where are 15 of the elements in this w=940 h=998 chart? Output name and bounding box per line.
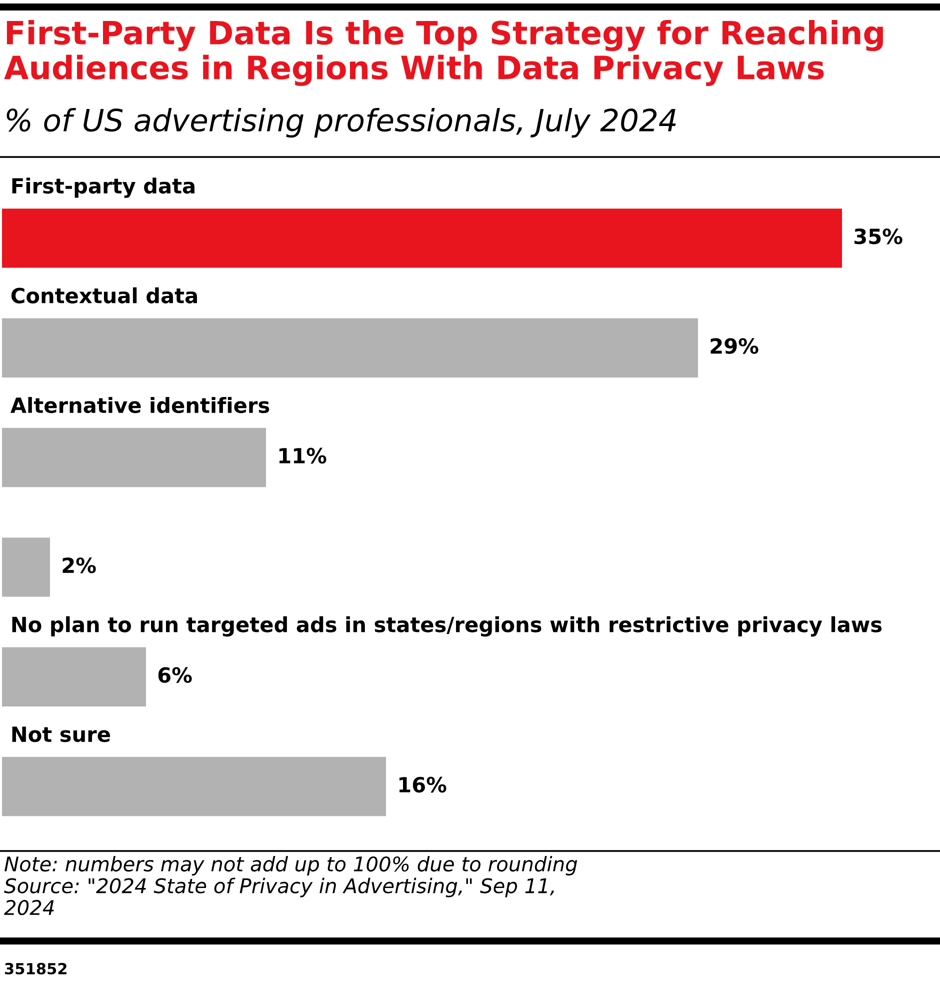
y-tick-label: Not sure bbox=[12, 726, 110, 742]
data-label: 16% bbox=[399, 776, 446, 793]
data-label: 11% bbox=[279, 448, 326, 464]
data-label: 29% bbox=[710, 338, 758, 354]
data-label: 35% bbox=[854, 228, 902, 244]
chart-subtitle: % of US advertising professionals, July 2024 bbox=[6, 108, 676, 138]
y-tick-label: Alternative identifiers bbox=[10, 396, 270, 414]
text: Note: numbers may not add up to 100% due to rounding Source: "2024 State of Privacy in Advertising," Sep 11, 2024 bbox=[4, 856, 578, 916]
data-label: 2% bbox=[62, 557, 96, 574]
data-label: 6% bbox=[158, 667, 192, 683]
chart-title: First-Party Data Is the Top Strategy for Reaching Audiences in Regions With Data Privacy Laws bbox=[4, 20, 883, 86]
y-tick-label: Contextual data bbox=[11, 287, 197, 304]
y-tick-label: First-party data bbox=[12, 178, 194, 198]
y-tick-label: No plan to run targeted ads in states/regions with restrictive privacy laws bbox=[12, 616, 882, 637]
text: 351852 bbox=[5, 962, 66, 974]
